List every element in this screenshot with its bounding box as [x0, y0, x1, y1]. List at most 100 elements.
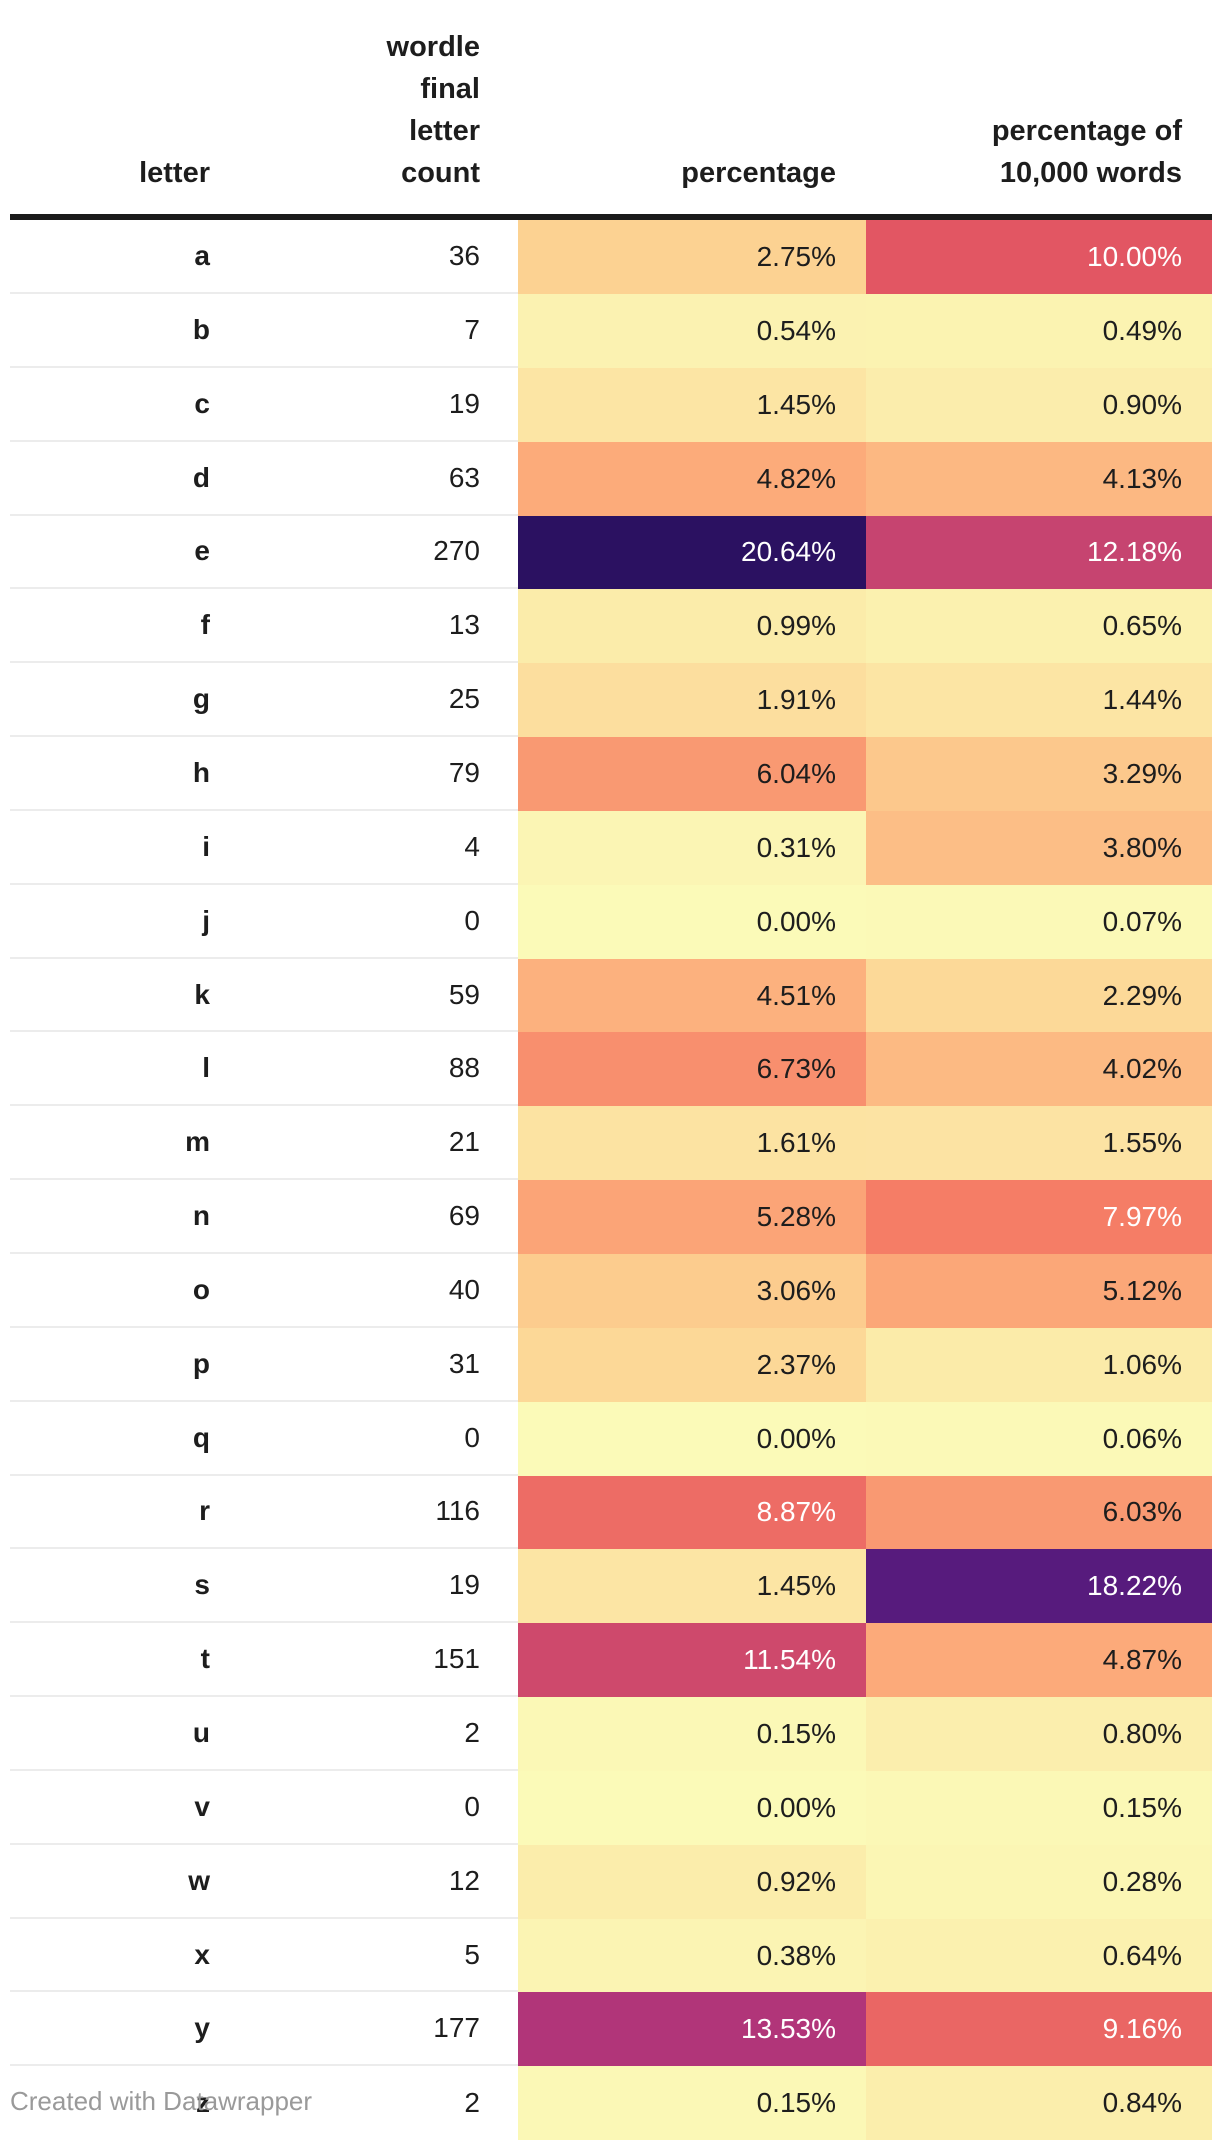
- percentage-10k-heat-cell: 4.87%: [866, 1623, 1212, 1698]
- count-cell: 21: [390, 1106, 518, 1181]
- percentage-10k-heat-cell: 6.03%: [866, 1475, 1212, 1550]
- count-cell: 25: [390, 663, 518, 738]
- percentage-10k-heat-cell: 1.44%: [866, 663, 1212, 738]
- letter-cell: n: [10, 1180, 390, 1254]
- table-row: z 2 0.15% 0.84%: [10, 2066, 1212, 2140]
- percentage-heat-cell: 6.73%: [518, 1032, 866, 1107]
- percentage-heat-cell: 2.37%: [518, 1327, 866, 1402]
- table-row: g 25 1.91% 1.44%: [10, 663, 1212, 738]
- percentage-10k-heat-cell: 4.13%: [866, 441, 1212, 516]
- percentage-heat-cell: 0.15%: [518, 1697, 866, 1771]
- count-cell: 59: [390, 959, 518, 1033]
- count-cell: 5: [390, 1919, 518, 1993]
- table-row: j 0 0.00% 0.07%: [10, 884, 1212, 959]
- letter-cell: i: [10, 811, 390, 885]
- count-cell: 177: [390, 1992, 518, 2067]
- table-body: a 36 2.75% 10.00% b 7 0.54% 0.49% c 19 1…: [10, 220, 1212, 2140]
- percentage-heat-cell: 1.45%: [518, 367, 866, 442]
- table-row: k 59 4.51% 2.29%: [10, 958, 1212, 1033]
- percentage-heat-cell: 0.54%: [518, 294, 866, 368]
- table-row: n 69 5.28% 7.97%: [10, 1180, 1212, 1254]
- percentage-10k-heat-cell: 9.16%: [866, 1992, 1212, 2067]
- table-row: l 88 6.73% 4.02%: [10, 1032, 1212, 1107]
- percentage-10k-heat-cell: 0.65%: [866, 589, 1212, 664]
- letter-cell: m: [10, 1106, 390, 1181]
- letter-cell: c: [10, 368, 390, 442]
- table-header-row: letter wordle final letter count percent…: [10, 0, 1212, 221]
- percentage-heat-cell: 5.28%: [518, 1180, 866, 1254]
- percentage-10k-heat-cell: 7.97%: [866, 1180, 1212, 1254]
- table-row: x 5 0.38% 0.64%: [10, 1918, 1212, 1993]
- percentage-10k-heat-cell: 1.06%: [866, 1327, 1212, 1402]
- table-row: u 2 0.15% 0.80%: [10, 1697, 1212, 1771]
- count-cell: 2: [390, 1697, 518, 1771]
- percentage-10k-heat-cell: 3.29%: [866, 737, 1212, 811]
- count-cell: 31: [390, 1328, 518, 1402]
- letter-cell: y: [10, 1992, 390, 2067]
- column-header-letter: letter: [139, 157, 210, 190]
- percentage-10k-heat-cell: 12.18%: [866, 515, 1212, 590]
- letter-cell: k: [10, 959, 390, 1033]
- percentage-10k-heat-cell: 0.49%: [866, 294, 1212, 368]
- table-row: p 31 2.37% 1.06%: [10, 1327, 1212, 1402]
- table-row: h 79 6.04% 3.29%: [10, 737, 1212, 811]
- percentage-10k-heat-cell: 1.55%: [866, 1106, 1212, 1181]
- letter-cell: t: [10, 1623, 390, 1698]
- count-cell: 69: [390, 1180, 518, 1254]
- letter-cell: f: [10, 589, 390, 664]
- letter-cell: h: [10, 737, 390, 811]
- percentage-heat-cell: 2.75%: [518, 220, 866, 295]
- percentage-heat-cell: 20.64%: [518, 515, 866, 590]
- letter-cell: o: [10, 1254, 390, 1328]
- letter-cell: w: [10, 1845, 390, 1919]
- letter-cell: p: [10, 1328, 390, 1402]
- count-cell: 0: [390, 885, 518, 959]
- count-cell: 40: [390, 1254, 518, 1328]
- table-row: y 177 13.53% 9.16%: [10, 1992, 1212, 2067]
- percentage-heat-cell: 1.61%: [518, 1106, 866, 1181]
- count-cell: 2: [464, 2087, 480, 2119]
- letter-cell: b: [10, 294, 390, 368]
- letter-cell: r: [10, 1476, 390, 1550]
- percentage-heat-cell: 6.04%: [518, 737, 866, 811]
- count-cell: 151: [390, 1623, 518, 1698]
- letter-cell: a: [10, 220, 390, 295]
- table-row: o 40 3.06% 5.12%: [10, 1254, 1212, 1328]
- percentage-10k-heat-cell: 0.06%: [866, 1401, 1212, 1476]
- column-header-percentage: percentage: [681, 157, 836, 190]
- table-row: f 13 0.99% 0.65%: [10, 589, 1212, 664]
- datawrapper-credit-link[interactable]: Created with Datawrapper: [10, 2086, 313, 2116]
- percentage-heat-cell: 1.91%: [518, 663, 866, 738]
- count-cell: 270: [390, 516, 518, 590]
- table-row: t 151 11.54% 4.87%: [10, 1623, 1212, 1698]
- letter-cell: e: [10, 516, 390, 590]
- table-row: c 19 1.45% 0.90%: [10, 367, 1212, 442]
- percentage-heat-cell: 11.54%: [518, 1623, 866, 1698]
- percentage-10k-heat-cell: 0.84%: [866, 2066, 1212, 2140]
- percentage-10k-heat-cell: 0.80%: [866, 1697, 1212, 1771]
- percentage-heat-cell: 1.45%: [518, 1549, 866, 1624]
- table-row: e 270 20.64% 12.18%: [10, 515, 1212, 590]
- percentage-heat-cell: 0.00%: [518, 1401, 866, 1476]
- table-row: r 116 8.87% 6.03%: [10, 1475, 1212, 1550]
- percentage-heat-cell: 4.82%: [518, 441, 866, 516]
- table-row: a 36 2.75% 10.00%: [10, 220, 1212, 295]
- percentage-heat-cell: 0.31%: [518, 810, 866, 885]
- percentage-heat-cell: 0.15%: [518, 2066, 866, 2140]
- percentage-heat-cell: 8.87%: [518, 1475, 866, 1550]
- percentage-10k-heat-cell: 0.64%: [866, 1918, 1212, 1993]
- percentage-heat-cell: 13.53%: [518, 1992, 866, 2067]
- letter-cell: d: [10, 442, 390, 516]
- letter-cell: s: [10, 1549, 390, 1624]
- table-row: b 7 0.54% 0.49%: [10, 294, 1212, 368]
- count-cell: 0: [390, 1771, 518, 1845]
- count-cell: 4: [390, 811, 518, 885]
- letter-cell: g: [10, 663, 390, 738]
- count-cell: 12: [390, 1845, 518, 1919]
- percentage-10k-heat-cell: 0.15%: [866, 1770, 1212, 1845]
- count-cell: 13: [390, 589, 518, 664]
- letter-cell: j: [10, 885, 390, 959]
- percentage-heat-cell: 0.99%: [518, 589, 866, 664]
- percentage-heat-cell: 4.51%: [518, 958, 866, 1033]
- table-row: i 4 0.31% 3.80%: [10, 810, 1212, 885]
